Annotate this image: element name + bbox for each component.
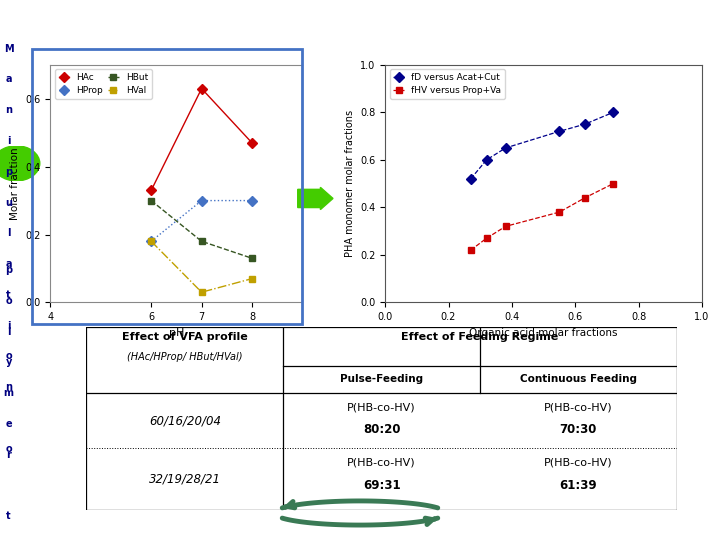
Text: l: l bbox=[7, 228, 10, 238]
HProp bbox=[248, 197, 256, 204]
fHV versus Prop+Va bbox=[555, 209, 564, 215]
Text: Effect of VFA profile: Effect of VFA profile bbox=[122, 332, 248, 342]
fHV versus Prop+Va bbox=[501, 223, 510, 230]
X-axis label: pH: pH bbox=[168, 328, 184, 338]
HBut bbox=[248, 255, 256, 261]
Text: 61:39: 61:39 bbox=[559, 478, 597, 491]
Text: 80:20: 80:20 bbox=[363, 423, 400, 436]
Text: P(HB-co-HV): P(HB-co-HV) bbox=[544, 457, 613, 467]
HBut bbox=[147, 197, 156, 204]
Text: l: l bbox=[7, 327, 10, 336]
Text: n: n bbox=[5, 382, 12, 392]
fHV versus Prop+Va bbox=[609, 180, 618, 187]
HBut bbox=[197, 238, 206, 245]
fHV versus Prop+Va bbox=[482, 235, 491, 241]
Y-axis label: PHA monomer molar fractions: PHA monomer molar fractions bbox=[345, 110, 354, 257]
Text: o: o bbox=[5, 296, 12, 306]
Text: (HAc/HProp/ HBut/HVal): (HAc/HProp/ HBut/HVal) bbox=[127, 352, 243, 362]
Text: 4. Manipulation of polymer composition and properties: 4. Manipulation of polymer composition a… bbox=[40, 16, 513, 30]
Text: n: n bbox=[5, 105, 12, 115]
Text: P(HB-co-HV): P(HB-co-HV) bbox=[544, 402, 613, 412]
Text: a: a bbox=[5, 75, 12, 84]
Line: fD versus Acat+Cut: fD versus Acat+Cut bbox=[467, 109, 617, 183]
Line: HProp: HProp bbox=[148, 197, 256, 245]
Text: 60/16/20/04: 60/16/20/04 bbox=[149, 414, 221, 427]
fHV versus Prop+Va bbox=[467, 247, 475, 253]
HAc bbox=[248, 140, 256, 146]
Text: P(HB-co-HV): P(HB-co-HV) bbox=[347, 402, 416, 412]
HAc bbox=[147, 187, 156, 194]
Text: p: p bbox=[5, 167, 12, 177]
Ellipse shape bbox=[0, 146, 40, 181]
Text: 32/19/28/21: 32/19/28/21 bbox=[149, 472, 221, 485]
Text: M: M bbox=[4, 44, 14, 53]
Text: 70:30: 70:30 bbox=[559, 423, 597, 436]
Text: i: i bbox=[7, 136, 10, 146]
HVal bbox=[197, 289, 206, 295]
Legend: fD versus Acat+Cut, fHV versus Prop+Va: fD versus Acat+Cut, fHV versus Prop+Va bbox=[390, 69, 505, 99]
fHV versus Prop+Va bbox=[580, 194, 589, 201]
HProp bbox=[197, 197, 206, 204]
HVal bbox=[248, 275, 256, 282]
Legend: HAc, HProp, HBut, HVal: HAc, HProp, HBut, HVal bbox=[55, 69, 152, 99]
Line: HBut: HBut bbox=[148, 197, 256, 262]
Text: p: p bbox=[5, 265, 12, 275]
fD versus Acat+Cut bbox=[609, 109, 618, 116]
Text: a: a bbox=[5, 259, 12, 269]
Line: HVal: HVal bbox=[148, 238, 256, 296]
fD versus Acat+Cut bbox=[555, 128, 564, 134]
Text: m: m bbox=[4, 388, 14, 398]
Text: i: i bbox=[7, 321, 10, 330]
HVal bbox=[147, 238, 156, 245]
Text: e: e bbox=[5, 419, 12, 429]
Text: t: t bbox=[6, 511, 11, 521]
fD versus Acat+Cut bbox=[467, 176, 475, 182]
Line: fHV versus Prop+Va: fHV versus Prop+Va bbox=[467, 180, 617, 254]
Text: P(HB-co-HV): P(HB-co-HV) bbox=[347, 457, 416, 467]
Text: t: t bbox=[6, 290, 11, 300]
HAc bbox=[197, 85, 206, 92]
Text: 69:31: 69:31 bbox=[363, 478, 400, 491]
HProp bbox=[147, 238, 156, 245]
Text: r: r bbox=[6, 450, 11, 460]
Text: o: o bbox=[5, 444, 12, 454]
Text: o: o bbox=[5, 352, 12, 361]
Line: HAc: HAc bbox=[148, 85, 256, 194]
fD versus Acat+Cut bbox=[482, 157, 491, 163]
Text: Effect of Feeding Regime: Effect of Feeding Regime bbox=[401, 332, 559, 342]
Y-axis label: Molar fraction: Molar fraction bbox=[10, 147, 19, 220]
Text: Continuous Feeding: Continuous Feeding bbox=[520, 374, 637, 384]
Text: u: u bbox=[5, 198, 12, 207]
Text: Pulse-Feeding: Pulse-Feeding bbox=[340, 374, 423, 384]
fD versus Acat+Cut bbox=[580, 121, 589, 127]
FancyArrow shape bbox=[298, 187, 333, 210]
Text: y: y bbox=[6, 357, 12, 367]
fD versus Acat+Cut bbox=[501, 145, 510, 151]
X-axis label: Organic acid molar fractions: Organic acid molar fractions bbox=[469, 328, 618, 338]
